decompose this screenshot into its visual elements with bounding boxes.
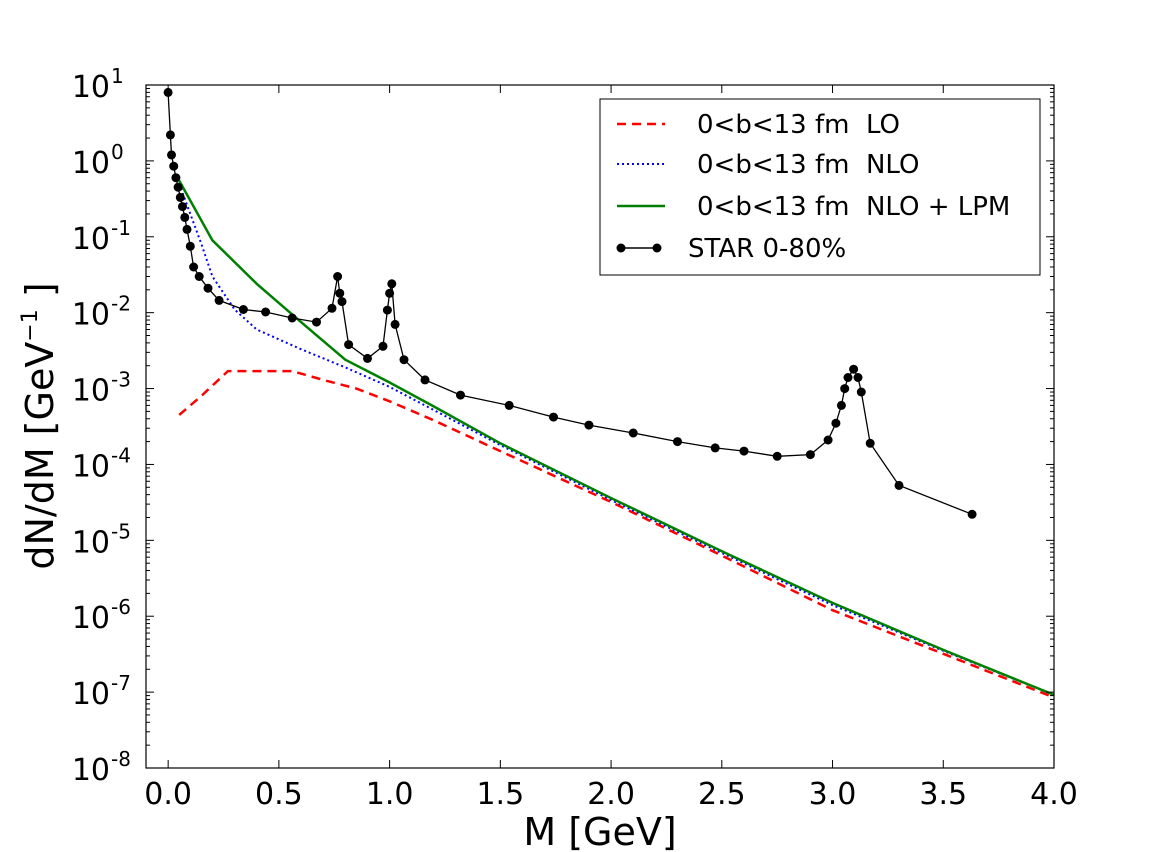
legend-label-star: STAR 0-80% <box>688 234 846 264</box>
star-data-point <box>335 288 345 298</box>
x-tick-label: 3.5 <box>919 777 967 812</box>
star-data-point <box>333 272 343 281</box>
y-tick-exponent: -2 <box>111 292 131 316</box>
legend-label-nlo-lpm: 0<b<13 fm NLO + LPM <box>697 192 1010 222</box>
star-data-point <box>337 297 347 307</box>
star-data-point <box>169 161 179 171</box>
y-tick-label: 10 <box>72 753 110 788</box>
y-tick-exponent: -8 <box>111 747 131 771</box>
star-data-point <box>171 173 181 183</box>
y-tick-label: 10 <box>72 374 110 409</box>
y-tick-label: 10 <box>72 146 110 181</box>
x-tick-label: 2.0 <box>587 777 635 812</box>
star-data-point <box>456 390 465 400</box>
star-data-point <box>182 224 192 234</box>
star-data-point <box>382 305 392 315</box>
star-data-point <box>175 192 185 202</box>
star-data-point <box>344 340 354 350</box>
y-axis-label-group: dN/dM [GeV−1 ] <box>18 282 62 569</box>
legend-frame <box>599 98 1041 276</box>
star-data-point <box>165 130 175 140</box>
star-data-point <box>628 428 638 438</box>
star-data-point <box>178 202 187 212</box>
star-data-point <box>287 313 297 323</box>
star-data-point <box>363 353 372 363</box>
y-tick-label: 10 <box>72 222 110 257</box>
y-tick-label: 10 <box>72 298 110 333</box>
series-line-1 <box>178 183 1054 696</box>
star-data-point <box>549 412 558 422</box>
star-data-point <box>739 446 749 456</box>
star-data-point <box>399 355 409 365</box>
legend-label-lo: 0<b<13 fm LO <box>697 110 900 140</box>
y-tick-label: 10 <box>72 70 110 105</box>
y-tick-exponent: -1 <box>111 216 131 240</box>
y-tick-label: 10 <box>72 677 110 712</box>
y-tick-label: 10 <box>72 601 110 636</box>
star-data-point <box>203 283 213 293</box>
star-data-point <box>167 150 176 160</box>
x-tick-label: 4.0 <box>1030 777 1078 812</box>
x-axis-label: M [GeV] <box>523 810 676 852</box>
star-data-point <box>967 509 977 519</box>
star-data-point <box>189 262 199 272</box>
star-data-point <box>843 373 853 382</box>
star-data-point <box>214 295 224 305</box>
star-data-point <box>390 319 400 329</box>
star-data-point <box>238 305 248 314</box>
star-data-point <box>856 387 866 397</box>
star-data-point <box>173 182 183 192</box>
x-tick-label: 0.0 <box>144 777 192 812</box>
star-data-point <box>185 241 195 251</box>
series-layer <box>163 87 1054 699</box>
y-axis-label: dN/dM [GeV−1 ] <box>18 282 62 569</box>
star-data-point <box>831 418 841 428</box>
star-data-point <box>849 364 859 374</box>
star-data-point <box>194 272 204 281</box>
plot-frame <box>145 84 1055 769</box>
x-tick-label: 0.5 <box>255 777 303 812</box>
x-tick-label: 1.5 <box>476 777 524 812</box>
star-data-point <box>261 307 271 317</box>
legend-label-nlo: 0<b<13 fm NLO <box>697 150 919 180</box>
y-tick-exponent: 1 <box>111 64 124 88</box>
legend-swatch-star-marker <box>652 243 662 253</box>
star-data-point <box>772 451 782 461</box>
star-data-point <box>180 212 190 222</box>
y-tick-label: 10 <box>72 449 110 484</box>
star-data-point <box>840 384 850 394</box>
y-tick-exponent: 0 <box>111 140 124 164</box>
star-data-point <box>504 400 514 410</box>
x-tick-label: 1.0 <box>366 777 414 812</box>
star-data-point <box>823 435 833 445</box>
x-tick-label: 3.0 <box>809 777 857 812</box>
star-data-point <box>894 480 904 490</box>
star-data-point <box>387 279 397 289</box>
legend-swatch-star-marker <box>616 243 626 253</box>
star-data-point <box>312 317 321 327</box>
y-tick-exponent: -3 <box>111 368 131 392</box>
star-data-point <box>385 288 395 298</box>
star-data-point <box>378 341 388 351</box>
star-data-point <box>673 437 682 447</box>
y-tick-label: 10 <box>72 525 110 560</box>
star-data-point <box>805 450 815 460</box>
y-tick-exponent: -7 <box>111 671 131 695</box>
star-data-point <box>865 438 875 448</box>
star-data-point <box>420 375 430 385</box>
star-data-point <box>327 303 337 313</box>
star-data-point <box>710 443 720 453</box>
y-tick-exponent: -5 <box>111 519 131 543</box>
y-tick-exponent: -6 <box>111 595 131 619</box>
y-tick-exponent: -4 <box>111 443 131 467</box>
series-line-0 <box>178 369 1054 699</box>
star-data-point <box>853 373 863 382</box>
legend: 0<b<13 fm LO 0<b<13 fm NLO 0<b<13 fm NLO… <box>599 98 1041 276</box>
series-line-2 <box>178 179 1054 697</box>
x-tick-label: 2.5 <box>698 777 746 812</box>
star-data-point <box>836 400 846 410</box>
star-data-point <box>584 420 594 430</box>
